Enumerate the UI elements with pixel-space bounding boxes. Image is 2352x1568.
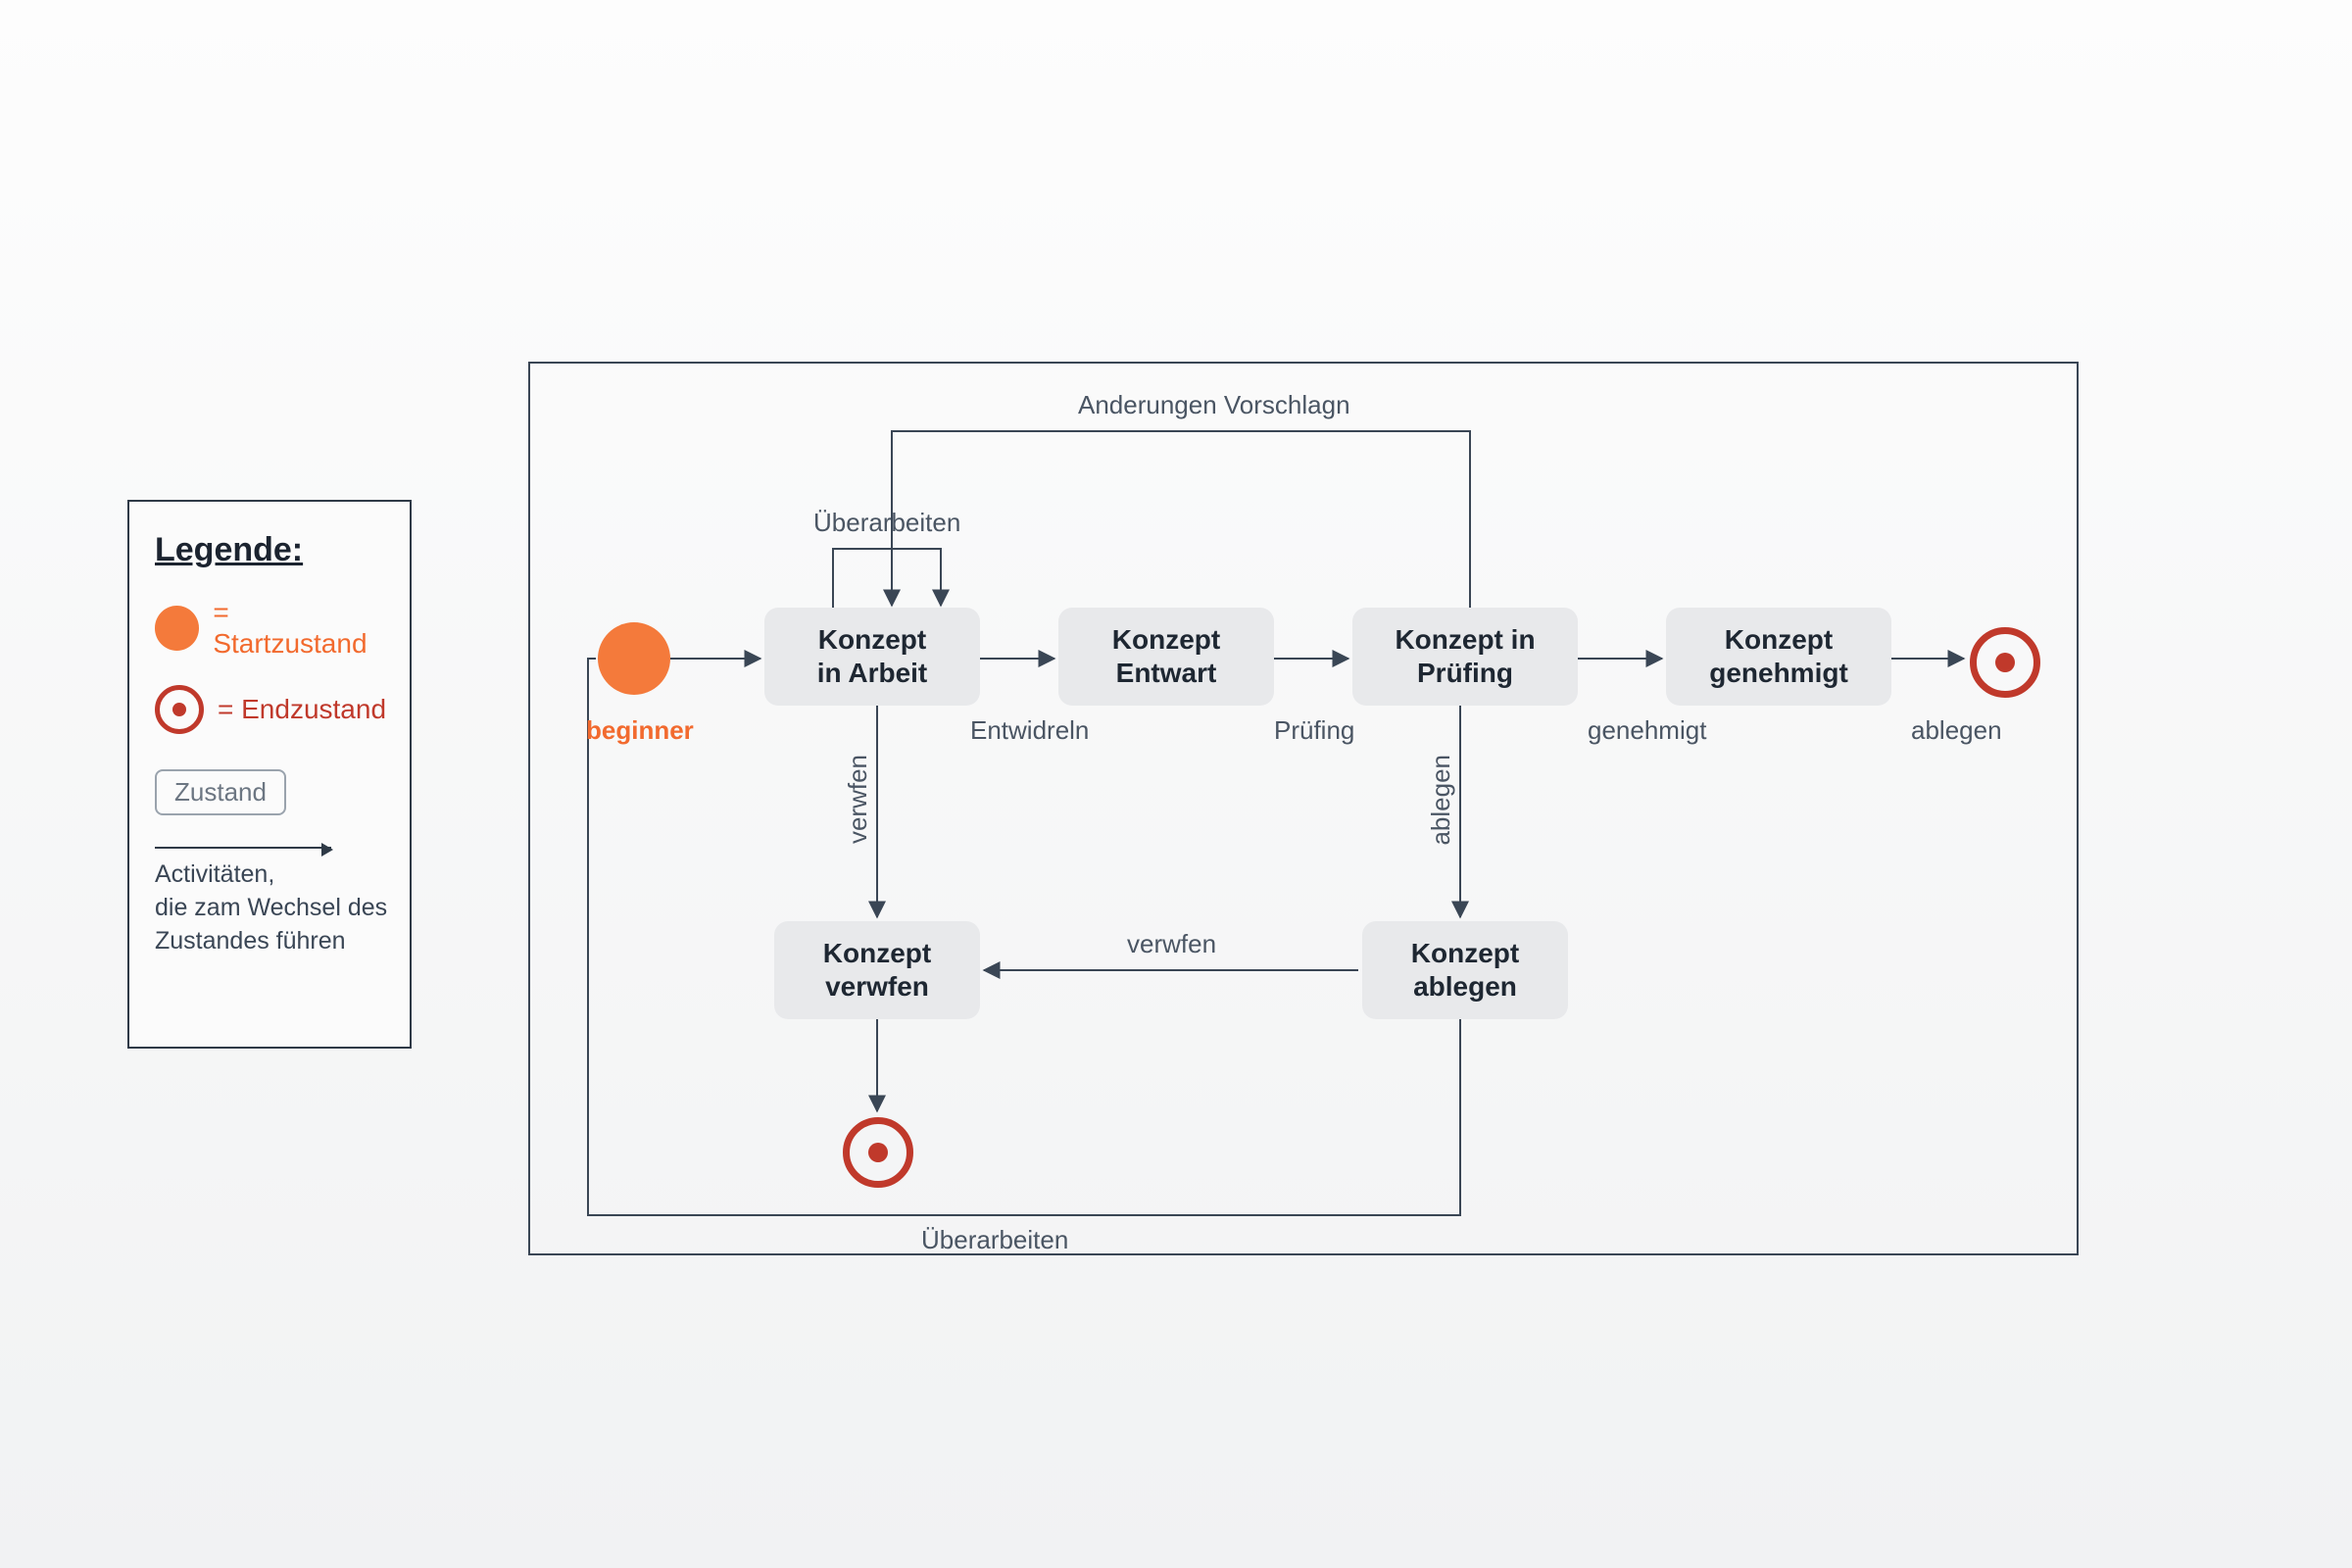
end-node-2 [843, 1117, 913, 1188]
edge-prufing-arbeit-top [892, 431, 1470, 608]
state-prufing: Konzept inPrüfing [1352, 608, 1578, 706]
label-verwfen-left: verwfen [1127, 929, 1216, 959]
start-label: beginner [586, 715, 694, 746]
state-genehm: Konzeptgenehmigt [1666, 608, 1891, 706]
label-entwidreln: Entwidreln [970, 715, 1089, 746]
diagram-svg [0, 0, 2352, 1568]
state-arbeit: Konzeptin Arbeit [764, 608, 980, 706]
state-ablegen: Konzeptablegen [1362, 921, 1568, 1019]
label-anderungen: Anderungen Vorschlagn [1078, 390, 1350, 420]
label-uberarbeiten-bot: Überarbeiten [921, 1225, 1068, 1255]
state-entwart: KonzeptEntwart [1058, 608, 1274, 706]
label-genehmigt: genehmigt [1588, 715, 1706, 746]
diagram-canvas: Legende: = Startzustand = Endzustand Zus… [0, 0, 2352, 1568]
start-node [598, 622, 670, 695]
label-ablegen-end: ablegen [1911, 715, 2002, 746]
diagram-frame [529, 363, 2078, 1254]
label-ablegen-down: ablegen [1426, 755, 1456, 846]
label-uberarbeiten-loop: Überarbeiten [813, 508, 960, 538]
label-prufing: Prüfing [1274, 715, 1354, 746]
edge-arbeit-loop [833, 549, 941, 608]
label-verwfen-down: verwfen [843, 755, 873, 844]
end-node-1 [1970, 627, 2040, 698]
state-verwfen: Konzeptverwfen [774, 921, 980, 1019]
